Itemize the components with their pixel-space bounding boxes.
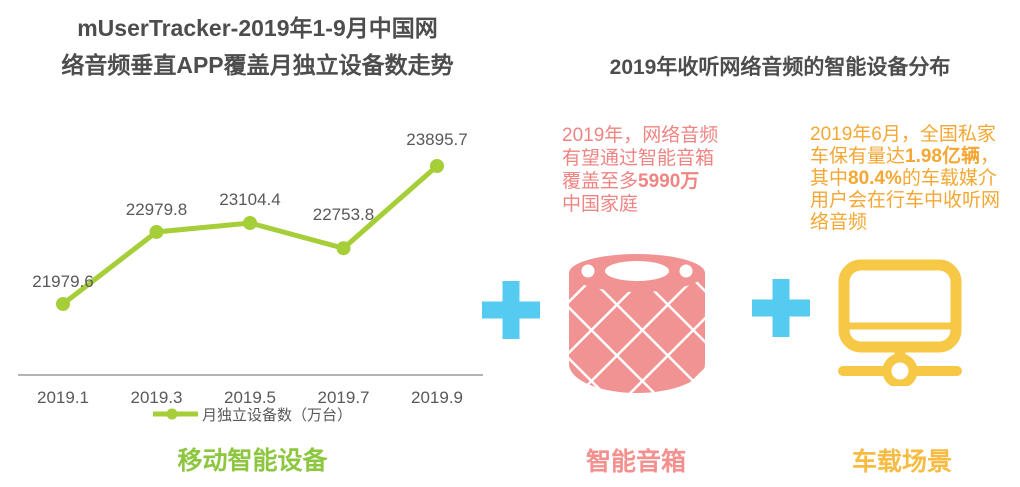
speaker-note-line2: 有望通过智能音箱 [562,148,715,169]
right-section-title: 2019年收听网络音频的智能设备分布 [609,56,951,79]
car-scene-note: 2019年6月，全国私家 车保有量达1.98亿辆， 其中80.4%的车载媒介 用… [810,124,1020,234]
car-note-highlight-1: 1.98亿辆 [905,146,980,167]
chart-legend: 月独立设备数（万台） [153,407,352,424]
x-axis-tick-label: 2019.3 [131,388,183,407]
line-chart-series: 21979.6 2019.1 22979.8 2019.3 23104.4 2019.5 2… [32,130,467,407]
mobile-device-caption: 移动智能设备 [177,447,328,475]
left-chart-title-line2: 络音频垂直APP覆盖月独立设备数走势 [61,52,454,78]
data-point-label: 21979.6 [32,272,93,291]
left-chart-title-line1: mUserTracker-2019年1-9月中国网 [77,15,438,41]
smart-speaker-label: 智能音箱 [585,448,686,476]
car-note-line1: 2019年6月，全国私家 [810,124,996,145]
speaker-note-line3: 覆盖至多 [562,171,639,192]
speaker-note-highlight: 5990万 [638,171,700,192]
data-point-marker [56,297,70,311]
speaker-note-line4: 中国家庭 [562,194,639,215]
speaker-note-line1: 2019年，网络音频 [562,125,719,146]
data-point-label: 23104.4 [219,190,280,209]
plus-icon [482,281,540,339]
legend-label: 月独立设备数（万台） [202,407,352,424]
x-axis-tick-label: 2019.1 [37,388,89,407]
legend-dot-marker [166,408,178,420]
car-note-line5: 络音频 [810,212,868,233]
car-note-line3-tail: 的车载媒介 [901,168,997,189]
data-point-marker [430,159,444,173]
data-point-label: 22979.8 [126,200,187,219]
left-chart-title: mUserTracker-2019年1-9月中国网 络音频垂直APP覆盖月独立设… [5,10,510,84]
car-note-highlight-2: 80.4% [848,168,902,189]
data-point-marker [149,224,164,239]
car-display-icon [838,259,962,386]
smart-speaker-icon [569,254,705,393]
car-scene-label: 车载场景 [851,448,952,476]
x-axis-tick-label: 2019.5 [224,388,276,407]
car-note-line3: 其中 [810,168,849,189]
data-point-label: 23895.7 [406,130,467,149]
smart-speaker-note: 2019年，网络音频 有望通过智能音箱 覆盖至多5990万 中国家庭 [562,124,742,216]
car-note-line4: 用户会在行车中收听网 [810,190,1001,211]
series-line [61,164,439,306]
line-chart: 21979.6 2019.1 22979.8 2019.3 23104.4 2019.5 2… [18,130,483,424]
data-point-marker [336,241,351,256]
x-axis-tick-label: 2019.9 [411,388,463,407]
car-note-line2-tail: ， [980,146,1000,167]
car-note-line2: 车保有量达 [810,146,906,167]
data-point-marker [243,215,257,230]
data-point-label: 22753.8 [313,205,374,224]
x-axis-tick-label: 2019.7 [318,388,370,407]
plus-icon [752,279,810,337]
